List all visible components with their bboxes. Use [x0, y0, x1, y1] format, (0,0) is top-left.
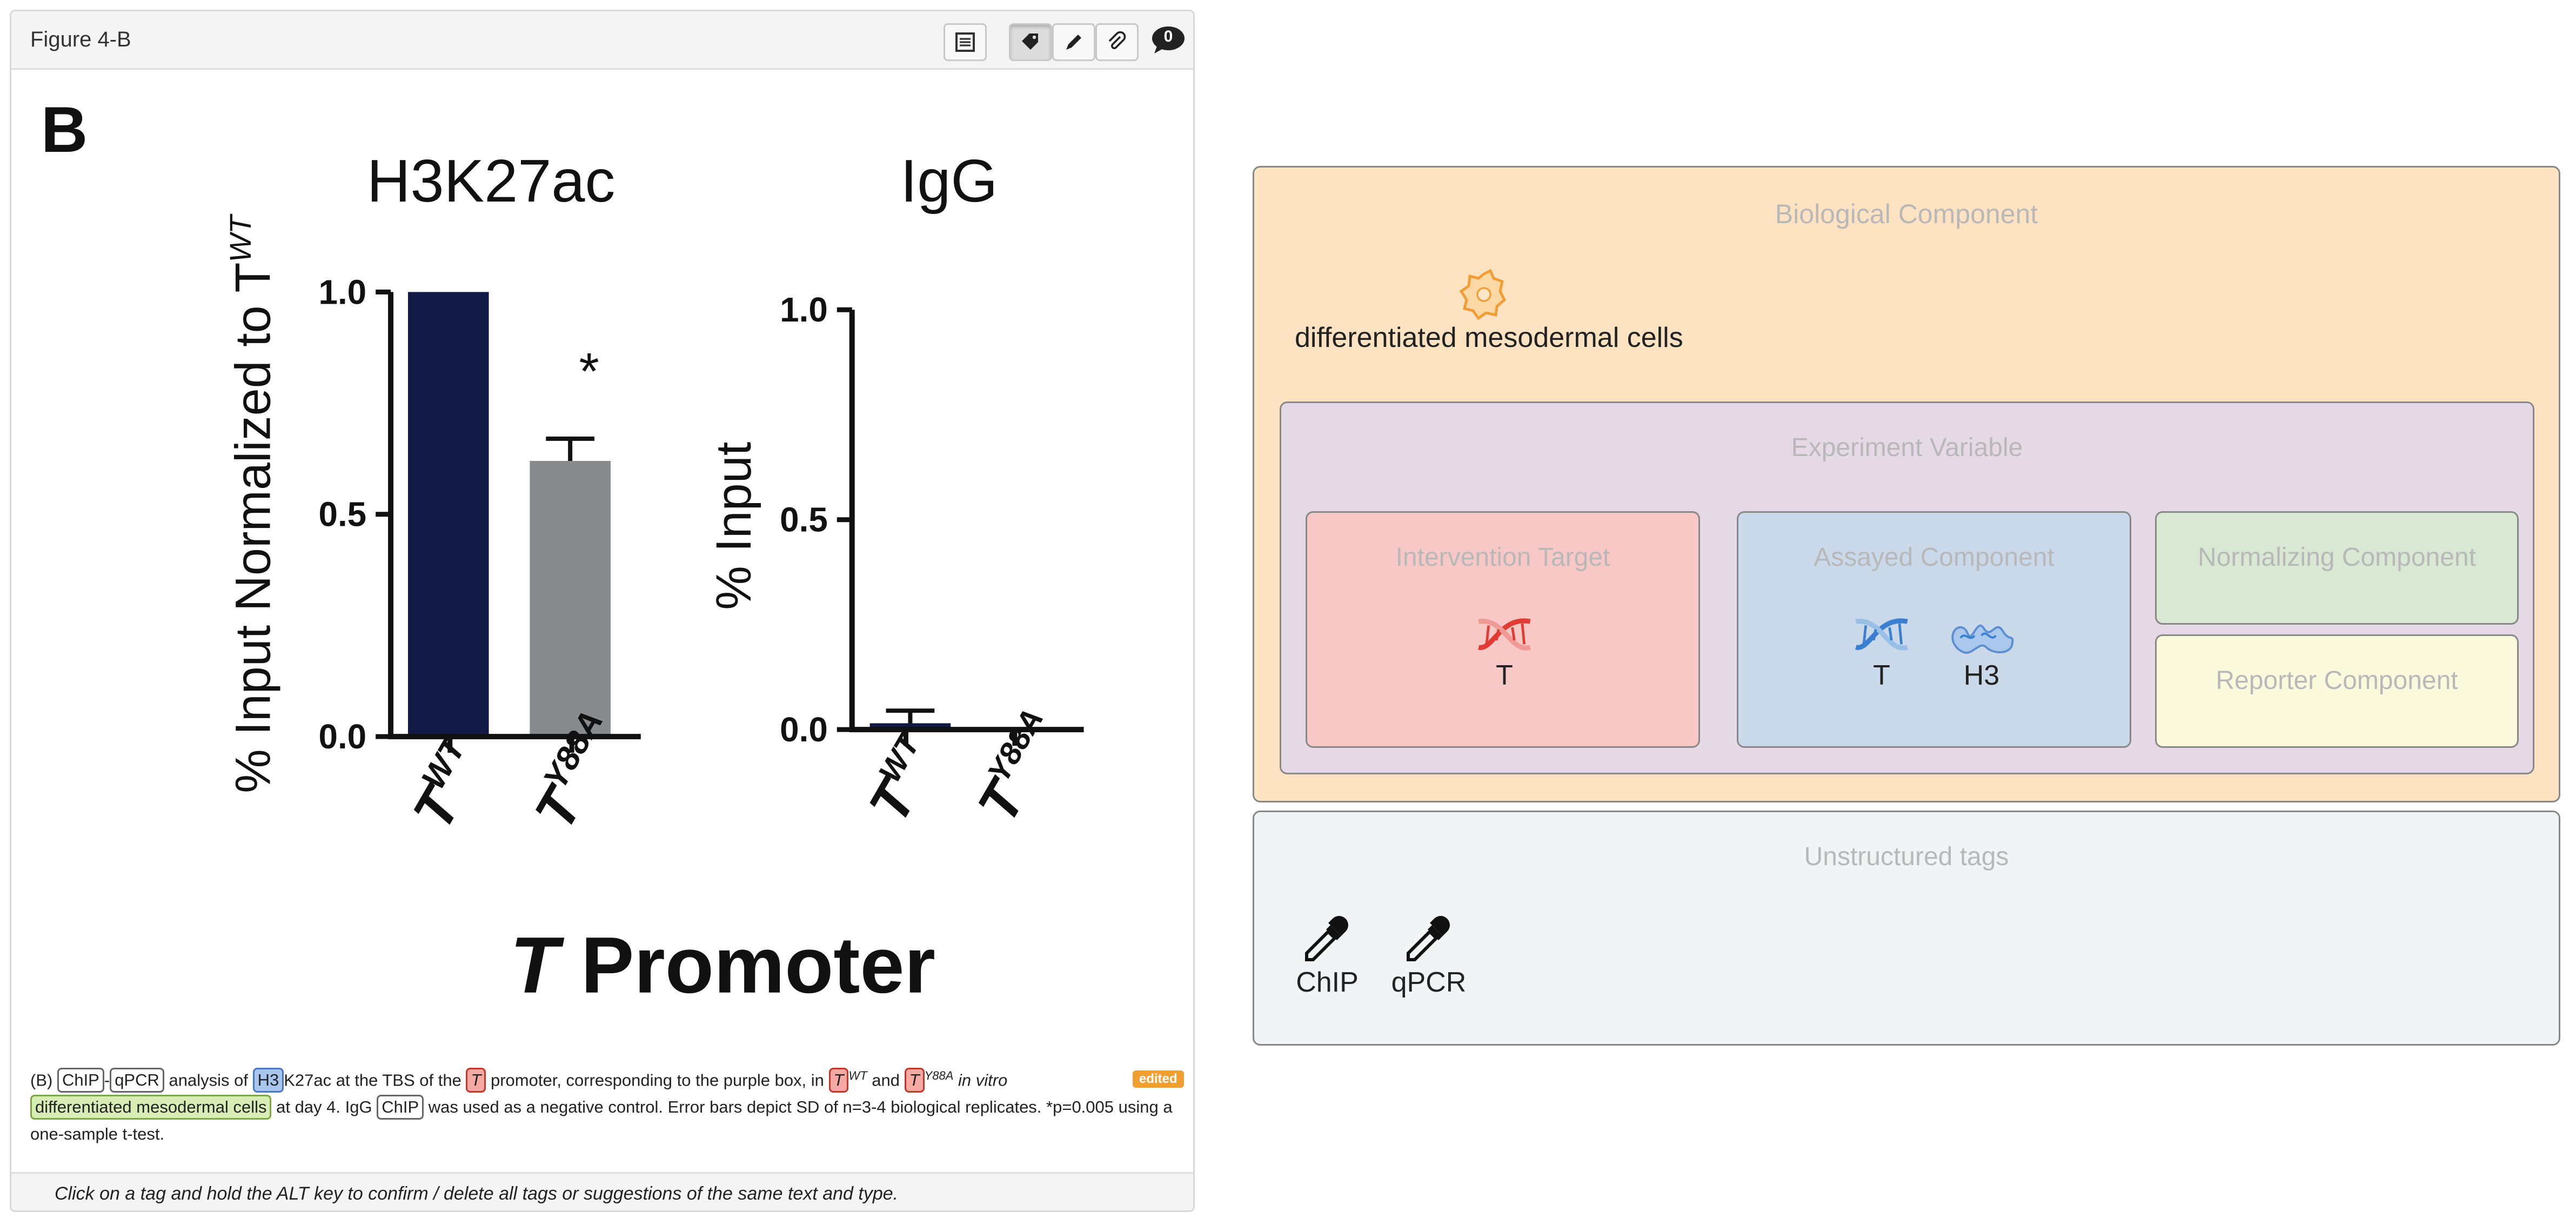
promoter-label-rest: Promoter: [559, 921, 935, 1010]
caption-tag-qpcr[interactable]: qPCR: [110, 1068, 164, 1093]
caption-tag-t-y88a[interactable]: T: [904, 1068, 925, 1093]
y-tick-label: 0.0: [780, 710, 828, 749]
y-tick-label: 0.0: [318, 717, 366, 756]
caption-text: was used as a negative control. Error ba…: [30, 1097, 1173, 1144]
biological-component-title: Biological Component: [1775, 199, 2038, 229]
caption-text: analysis of: [164, 1070, 253, 1090]
edited-badge: edited: [1133, 1070, 1184, 1088]
bar-0: [407, 292, 489, 737]
tag-icon: [1022, 34, 1038, 50]
figure-panel-header: Figure 4-B: [11, 11, 1193, 70]
caption-sup-wt: WT: [848, 1069, 867, 1082]
y-tick-label: 0.5: [318, 495, 366, 534]
figure-panel-title: Figure 4-B: [30, 28, 131, 51]
unstructured-tags-box: Unstructured tags ChIP qPCR: [1253, 811, 2560, 1046]
comment-icon: [1152, 26, 1185, 53]
intervention-tag-t[interactable]: T: [1469, 607, 1540, 692]
unstructured-tags-title: Unstructured tags: [1804, 842, 2009, 871]
pipette-icon: [1305, 916, 1348, 961]
unstructured-tag-label-chip: ChIP: [1296, 967, 1359, 998]
left-y-axis-label-sup: WT: [223, 213, 257, 263]
dna-icon: [1855, 618, 1908, 651]
intervention-tag-label: T: [1496, 660, 1513, 691]
protein-icon: [1951, 624, 2014, 654]
caption-text: in vitro: [953, 1070, 1008, 1090]
chart-title: H3K27ac: [367, 147, 615, 215]
experiment-variable-title: Experiment Variable: [1791, 433, 2023, 462]
chart-title: IgG: [900, 147, 998, 215]
tag-tool-button[interactable]: [1009, 23, 1052, 61]
biological-component-box: Biological Component differentiated meso…: [1253, 166, 2560, 802]
panel-footer: Click on a tag and hold the ALT key to c…: [11, 1172, 1193, 1210]
reporter-component-box: Reporter Component: [2155, 634, 2519, 748]
caption-text: and: [867, 1070, 905, 1090]
left-y-axis-label: % Input Normalized to TWT: [223, 213, 281, 793]
left-y-axis-label-main: % Input Normalized to T: [226, 262, 281, 793]
assayed-tag-t[interactable]: T: [1846, 607, 1917, 692]
caption-tag-chip[interactable]: ChIP: [57, 1068, 104, 1093]
caption-text: -: [104, 1070, 110, 1090]
reporter-component-title: Reporter Component: [2216, 666, 2458, 695]
x-tick-label: TWT: [397, 729, 499, 840]
intervention-target-box: Intervention Target T: [1306, 511, 1700, 748]
significance-star: *: [579, 343, 599, 400]
biological-tag-label: differentiated mesodermal cells: [1295, 322, 1683, 353]
bar-0: [869, 723, 951, 730]
unstructured-tag-chip[interactable]: ChIP: [1287, 912, 1368, 999]
caption-tag-t-wt[interactable]: T: [828, 1068, 849, 1093]
caption-sup-y88a: Y88A: [924, 1069, 954, 1082]
caption-text: (B): [30, 1070, 57, 1090]
x-tick-label: TY88A: [964, 703, 1076, 833]
caption-tag-chip-2[interactable]: ChIP: [377, 1095, 424, 1120]
assayed-tag-h3[interactable]: H3: [1938, 607, 2025, 692]
assayed-component-box: Assayed Component T H3: [1737, 511, 2131, 748]
cell-icon: [1459, 269, 1506, 320]
assayed-component-title: Assayed Component: [1814, 543, 2055, 572]
bar-1: [530, 461, 611, 737]
caption-text: K27ac at the TBS of the: [284, 1070, 466, 1090]
assayed-tag-label-h3: H3: [1963, 660, 2000, 691]
unstructured-tag-qpcr[interactable]: qPCR: [1383, 912, 1475, 999]
y-tick-label: 1.0: [780, 290, 828, 329]
dna-icon: [1478, 618, 1531, 651]
biological-tag-item[interactable]: differentiated mesodermal cells: [1295, 267, 1683, 354]
list-icon: [955, 32, 975, 52]
list-view-button[interactable]: [944, 23, 987, 61]
figure-caption: (B) ChIP - qPCR analysis of H3 K27ac at the…: [30, 1062, 1181, 1148]
caption-tag-cells[interactable]: differentiated mesodermal cells: [30, 1095, 272, 1120]
normalizing-component-title: Normalizing Component: [2198, 543, 2476, 572]
assayed-tag-label-t: T: [1873, 660, 1890, 691]
paperclip-icon: [1108, 31, 1126, 50]
pipette-icon: [1407, 916, 1450, 961]
figure-panel: Figure 4-B: [10, 10, 1195, 1212]
figure-image: B % Input Normalized to TWT % Input H3K2…: [41, 94, 1084, 1010]
comments-button[interactable]: 0: [1150, 25, 1186, 56]
promoter-label-italic: T: [510, 921, 565, 1010]
x-tick-label: TWT: [855, 726, 954, 832]
experiment-variable-box: Experiment Variable Intervention Target …: [1280, 401, 2534, 774]
footer-hint: Click on a tag and hold the ALT key to c…: [55, 1183, 899, 1204]
caption-text: at day 4. IgG: [271, 1097, 377, 1117]
pencil-icon: [1066, 35, 1081, 50]
comment-count: 0: [1163, 28, 1173, 45]
attach-tool-button[interactable]: [1095, 23, 1139, 61]
unstructured-tag-label-qpcr: qPCR: [1391, 967, 1467, 998]
caption-text: promoter, corresponding to the purple bo…: [486, 1070, 829, 1090]
edit-tool-button[interactable]: [1052, 23, 1095, 61]
intervention-target-title: Intervention Target: [1395, 543, 1610, 572]
caption-tag-h3[interactable]: H3: [252, 1068, 284, 1093]
panel-letter: B: [41, 94, 88, 166]
promoter-label: T Promoter: [510, 921, 935, 1010]
normalizing-component-box: Normalizing Component: [2155, 511, 2519, 625]
right-y-axis-label: % Input: [706, 442, 761, 610]
caption-tag-t[interactable]: T: [466, 1068, 486, 1093]
y-tick-label: 1.0: [318, 272, 366, 311]
y-tick-label: 0.5: [780, 500, 828, 539]
